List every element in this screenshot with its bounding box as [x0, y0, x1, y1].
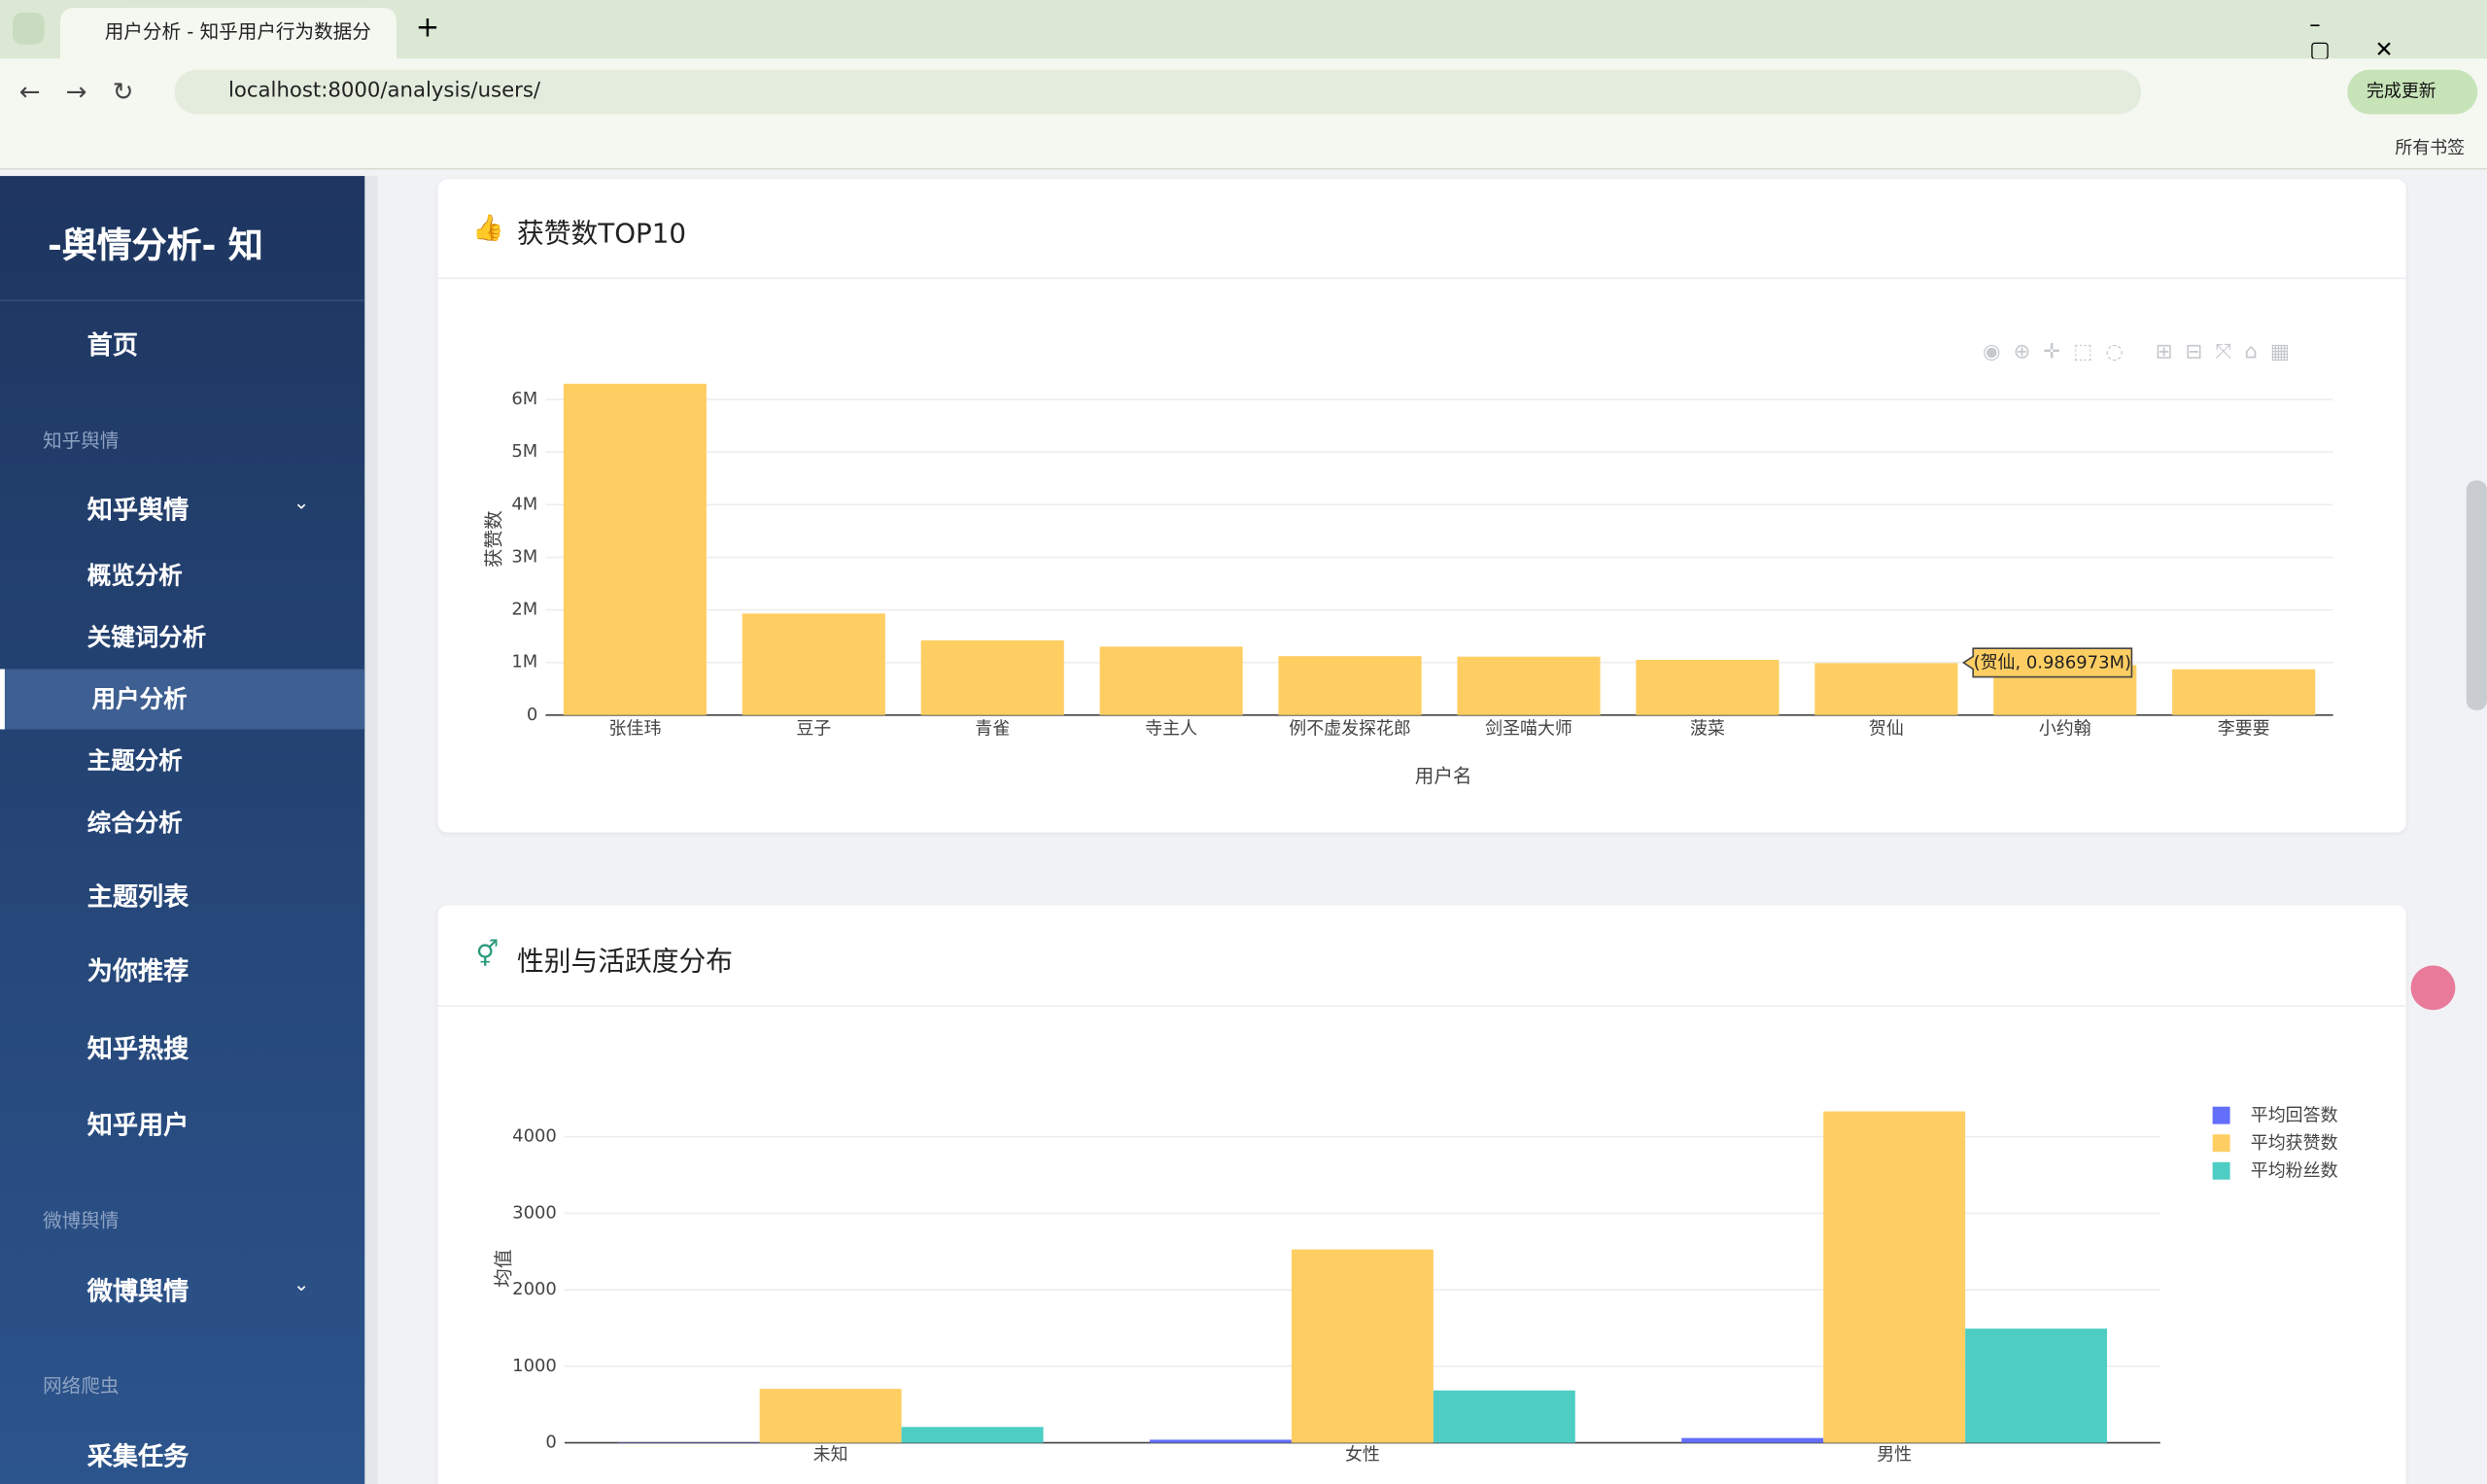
nav-item[interactable]: 为你推荐	[86, 955, 190, 986]
update-button[interactable]: 完成更新	[2347, 69, 2478, 115]
tooltip: (贺仙, 0.986973M)	[1974, 653, 2131, 673]
y-tick-label: 4M	[511, 494, 537, 514]
x-tick-label: 剑圣喵大师	[1485, 718, 1572, 739]
bar	[1291, 1249, 1433, 1443]
sidebar: -舆情分析- 知 首页 知乎舆情 知乎舆情 ⌄ 概览分析 关键词分析 用户分析 …	[0, 176, 365, 1484]
address-bar[interactable]: localhost:8000/analysis/users/	[174, 69, 2142, 115]
legend-swatch	[2212, 1134, 2230, 1153]
y-tick-label: 3000	[512, 1202, 557, 1223]
nav-item[interactable]: 首页	[86, 329, 139, 361]
logo[interactable]: -舆情分析- 知	[47, 226, 263, 267]
y-tick-label: 2M	[511, 600, 537, 620]
bar	[920, 639, 1064, 715]
bar	[1433, 1390, 1575, 1443]
y-tick-label: 1000	[512, 1356, 557, 1376]
bar	[1099, 646, 1243, 715]
y-axis-title: 均值	[492, 1250, 514, 1288]
x-axis-title: 用户名	[1415, 765, 1472, 787]
x-tick-label: 豆子	[796, 718, 831, 739]
bar	[1814, 663, 1958, 715]
scrollbar[interactable]	[2466, 480, 2487, 710]
nav-item[interactable]: 关键词分析	[86, 623, 207, 652]
modebar[interactable]: ◉⊕✛⬚◌ ⊞⊟⤧⌂▦	[1983, 340, 2303, 365]
x-tick-label: 李要要	[2218, 718, 2270, 739]
x-tick-label: 未知	[813, 1445, 848, 1466]
nav-item[interactable]: 主题分析	[86, 746, 183, 776]
nav-item[interactable]: 综合分析	[86, 809, 183, 838]
bookmarks[interactable]: 所有书签	[2395, 137, 2466, 159]
divider	[437, 277, 2406, 280]
x-tick-label: 寺主人	[1145, 718, 1197, 739]
active-bg	[0, 669, 365, 730]
legend-label: 平均粉丝数	[2251, 1161, 2338, 1182]
y-tick-label: 0	[527, 705, 537, 725]
y-tick-label: 4000	[512, 1126, 557, 1147]
y-axis-title: 获赞数	[483, 510, 505, 568]
card-icon: ⚥	[475, 938, 500, 969]
legend-swatch	[2212, 1106, 2230, 1124]
bar	[1965, 1329, 2108, 1443]
bar	[563, 383, 707, 715]
tab-bar	[0, 0, 2487, 59]
bar	[901, 1427, 1044, 1443]
tab-menu[interactable]	[13, 13, 45, 45]
scroll-gutter	[364, 176, 378, 1484]
tab[interactable]: 用户分析 - 知乎用户行为数据分	[60, 8, 397, 59]
x-tick-label: 女性	[1345, 1445, 1380, 1466]
nav-item[interactable]: 采集任务	[86, 1440, 190, 1471]
x-tick-label: 小约翰	[2039, 718, 2091, 739]
x-tick-label: 例不虚发探花郎	[1289, 718, 1411, 739]
divider	[437, 1005, 2406, 1007]
nav-item[interactable]: 知乎舆情	[86, 494, 190, 525]
y-tick-label: 3M	[511, 546, 537, 567]
nav-item[interactable]: 概览分析	[86, 561, 183, 590]
x-tick-label: 贺仙	[1869, 718, 1904, 739]
x-tick-label: 菠菜	[1690, 718, 1725, 739]
nav-item[interactable]: 主题列表	[86, 881, 190, 913]
legend-swatch	[2212, 1161, 2230, 1180]
x-tick-label: 男性	[1877, 1445, 1912, 1466]
bar	[1278, 656, 1422, 715]
y-tick-label: 1M	[511, 652, 537, 673]
x-tick-label: 青雀	[975, 718, 1010, 739]
bar	[2172, 669, 2316, 715]
nav-item[interactable]: 用户分析	[91, 684, 188, 714]
nav-buttons[interactable]: ←→↻	[18, 76, 159, 107]
divider	[0, 299, 365, 301]
nav-item[interactable]: 微博舆情	[86, 1276, 190, 1307]
new-tab[interactable]: +	[415, 11, 440, 45]
active-bar	[0, 669, 5, 730]
chevron: ⌄	[293, 1273, 310, 1295]
x-tick-label: 张佳玮	[608, 718, 661, 739]
y-tick-label: 6M	[511, 389, 537, 409]
section-title: 网络爬虫	[43, 1374, 120, 1398]
section-title: 知乎舆情	[43, 430, 120, 452]
card-title: 性别与活跃度分布	[517, 946, 733, 979]
legend-label: 平均获赞数	[2251, 1133, 2338, 1154]
y-tick-label: 0	[545, 1432, 556, 1453]
bar	[759, 1389, 902, 1443]
bar	[1636, 659, 1779, 715]
nav-item[interactable]: 知乎用户	[86, 1109, 190, 1140]
bar	[1681, 1437, 1824, 1443]
translate-button[interactable]	[2410, 965, 2456, 1011]
tooltip-box	[1961, 647, 2133, 678]
nav-item[interactable]: 知乎热搜	[86, 1033, 190, 1064]
legend-label: 平均回答数	[2251, 1106, 2338, 1126]
chevron: ⌄	[293, 491, 310, 514]
bar	[1149, 1439, 1292, 1443]
card	[437, 179, 2406, 833]
y-tick-label: 2000	[512, 1279, 557, 1299]
bar	[1823, 1111, 1966, 1443]
bar	[1457, 656, 1601, 715]
card-title: 获赞数TOP10	[517, 219, 687, 251]
section-title: 微博舆情	[43, 1209, 120, 1232]
y-tick-label: 5M	[511, 441, 537, 462]
bar	[742, 613, 885, 715]
card-icon: 👍	[472, 212, 504, 243]
bookmarks-bar	[0, 124, 2487, 170]
